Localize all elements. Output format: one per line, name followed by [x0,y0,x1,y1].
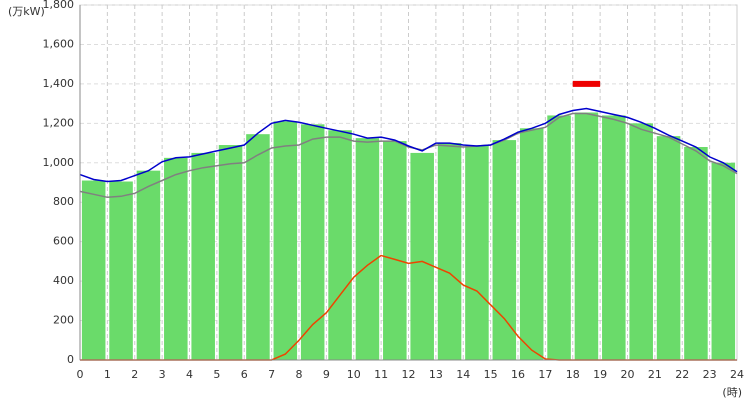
x-tick-label: 13 [429,368,443,381]
y-tick-label: 1,400 [43,77,75,90]
x-tick-label: 6 [241,368,248,381]
x-tick-label: 5 [213,368,220,381]
x-tick-label: 0 [77,368,84,381]
x-tick-label: 3 [159,368,166,381]
bar [410,152,434,360]
x-tick-label: 8 [296,368,303,381]
bar [328,130,352,360]
x-tick-label: 2 [131,368,138,381]
x-tick-label: 4 [186,368,193,381]
x-tick-label: 24 [730,368,744,381]
bar [109,181,133,360]
y-tick-label: 200 [53,314,74,327]
bar [136,170,161,360]
x-tick-label: 16 [511,368,525,381]
x-tick-label: 20 [621,368,635,381]
x-tick-label: 15 [484,368,498,381]
x-tick-label: 9 [323,368,330,381]
bar [574,112,599,360]
x-tick-label: 17 [538,368,552,381]
line [79,107,738,183]
bar [547,115,571,360]
bar [711,162,736,360]
y-tick-label: 1,000 [43,156,75,169]
y-tick-label: 800 [53,195,74,208]
bar [218,145,243,360]
bar [602,115,626,360]
peak-marker [572,80,601,87]
x-axis-label: (時) [722,386,742,399]
x-tick-label: 12 [402,368,416,381]
bar [465,146,489,360]
bar [492,140,517,360]
bar [629,123,653,360]
bar [191,152,215,360]
bar [246,134,270,360]
y-axis-label: (万kW) [8,5,45,18]
x-tick-label: 19 [593,368,607,381]
x-tick-label: 14 [456,368,470,381]
x-tick-label: 10 [347,368,361,381]
bar [656,136,681,360]
x-tick-label: 7 [268,368,275,381]
bar [164,157,188,360]
x-tick-label: 21 [648,368,662,381]
y-tick-label: 0 [67,353,74,366]
bar [383,141,407,360]
y-tick-label: 1,800 [43,0,75,11]
bar [355,138,380,360]
bar [81,180,106,360]
bar [684,147,708,360]
line [79,112,738,199]
x-tick-label: 22 [675,368,689,381]
bar [519,128,544,360]
x-tick-label: 11 [374,368,388,381]
bar [300,124,325,360]
x-tick-label: 18 [566,368,580,381]
y-tick-label: 1,600 [43,37,75,50]
x-tick-label: 23 [703,368,717,381]
y-tick-label: 600 [53,235,74,248]
bar [437,143,462,360]
x-tick-label: 1 [104,368,111,381]
bar [273,121,298,360]
y-tick-label: 1,200 [43,116,75,129]
y-tick-label: 400 [53,274,74,287]
